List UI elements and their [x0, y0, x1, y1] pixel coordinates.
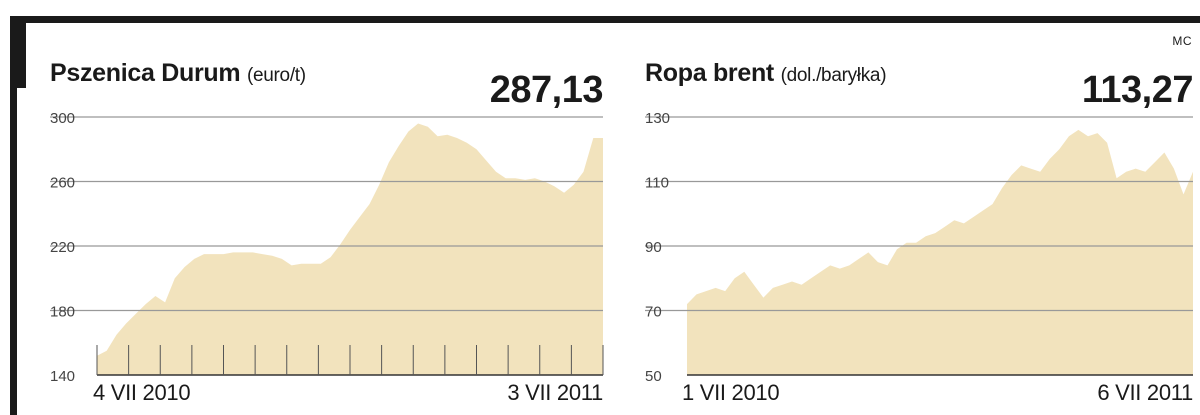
series-area [687, 129, 1193, 375]
y-tick-label: 50 [645, 368, 662, 385]
current-value: 113,27 [1081, 69, 1194, 111]
y-tick-label: 130 [645, 110, 670, 127]
current-value: 287,13 [489, 69, 604, 111]
left-rule [10, 16, 17, 415]
chart-title-unit: (euro/t) [246, 65, 306, 86]
y-tick-label: 90 [645, 239, 662, 256]
x-end-label: 3 VII 2011 [507, 380, 603, 405]
y-tick-label: 220 [50, 239, 75, 256]
chart-title: Ropa brent (dol./baryłka) [645, 59, 887, 88]
y-tick-label: 180 [50, 304, 75, 321]
y-tick-label: 260 [50, 175, 75, 192]
chart-title-main: Ropa brent [645, 59, 774, 87]
x-start-label: 1 VII 2010 [682, 380, 780, 405]
series-area [97, 123, 603, 375]
x-end-label: 6 VII 2011 [1097, 380, 1193, 405]
y-tick-label: 140 [50, 368, 75, 385]
left-notch [10, 16, 26, 88]
y-tick-label: 70 [645, 304, 662, 321]
y-tick-label: 110 [645, 175, 669, 192]
area-chart: 140 180 220 260 300 [50, 110, 604, 385]
top-rule [10, 16, 1200, 23]
area-chart: 50 70 90 110 130 [645, 110, 1193, 385]
chart-title-main: Pszenica Durum [50, 59, 241, 87]
x-start-label: 4 VII 2010 [93, 380, 191, 405]
y-tick-label: 300 [50, 110, 75, 127]
chart-title: Pszenica Durum (euro/t) [50, 59, 306, 88]
source-credit: MC [1172, 34, 1192, 48]
chart-title-unit: (dol./baryłka) [780, 65, 887, 86]
